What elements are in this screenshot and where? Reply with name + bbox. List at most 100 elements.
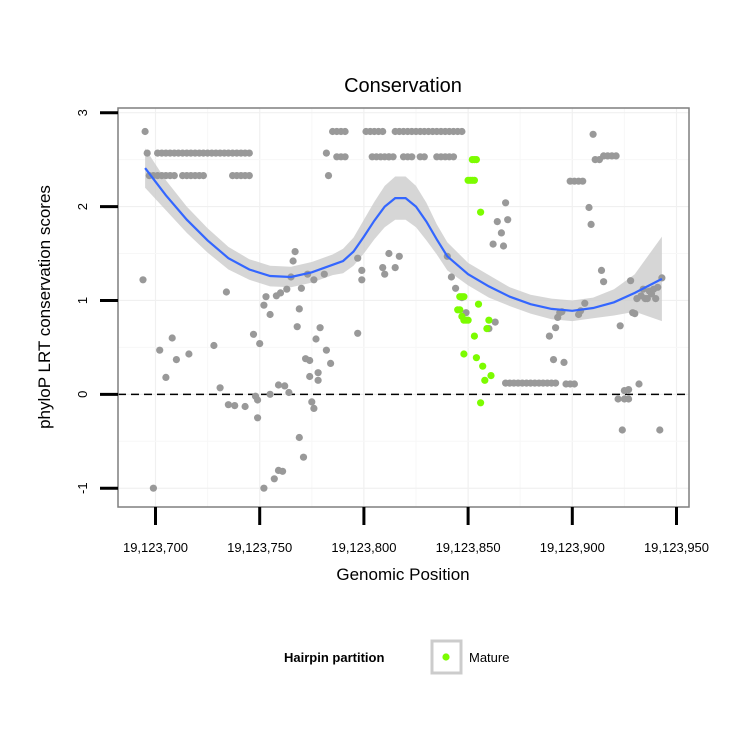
data-point-other — [560, 358, 568, 366]
data-point-other — [452, 284, 460, 292]
y-tick-label: 3 — [75, 109, 90, 116]
data-point-other — [260, 484, 268, 492]
data-point-other — [185, 350, 193, 358]
data-point-other — [385, 153, 393, 161]
data-point-other — [581, 299, 589, 307]
data-point-other — [395, 252, 403, 260]
data-point-other — [216, 384, 224, 392]
data-point-other — [585, 203, 593, 212]
data-point-other — [489, 240, 497, 248]
data-point-other — [385, 249, 393, 258]
data-point-other — [316, 324, 324, 332]
data-point-other — [656, 426, 664, 434]
data-point-other — [420, 153, 428, 161]
data-point-other — [545, 332, 554, 340]
data-point-other — [241, 402, 249, 411]
y-axis-label: phyloP LRT conservation scores — [35, 185, 54, 429]
data-point-other — [552, 379, 560, 387]
data-point-other — [245, 149, 253, 157]
data-point-other — [293, 323, 301, 331]
data-point-mature — [474, 300, 483, 308]
data-point-mature — [456, 306, 464, 314]
data-point-other — [618, 426, 626, 434]
data-point-mature — [483, 325, 491, 333]
data-point-other — [458, 127, 466, 136]
y-tick-label: 1 — [75, 297, 90, 304]
data-point-other — [222, 288, 230, 296]
data-point-other — [162, 373, 170, 381]
data-point-other — [600, 278, 608, 286]
data-point-other — [549, 356, 558, 364]
data-point-other — [139, 276, 147, 284]
data-point-other — [279, 467, 287, 475]
x-tick-label: 19,123,900 — [540, 540, 605, 555]
data-point-other — [314, 369, 322, 377]
legend-title: Hairpin partition — [284, 650, 384, 665]
data-point-other — [612, 152, 620, 160]
data-point-other — [491, 318, 499, 326]
data-point-other — [358, 276, 366, 284]
data-point-other — [408, 153, 416, 161]
x-tick-label: 19,123,850 — [436, 540, 501, 555]
data-point-other — [266, 310, 274, 319]
plot-border — [117, 107, 690, 508]
data-point-other — [379, 264, 387, 272]
data-point-mature — [472, 354, 480, 362]
data-point-other — [199, 172, 207, 180]
data-point-other — [231, 402, 239, 410]
legend-key-box — [430, 639, 463, 675]
data-point-other — [654, 283, 662, 291]
data-point-mature — [460, 293, 468, 301]
data-point-mature — [472, 156, 480, 164]
data-point-other — [283, 285, 291, 293]
data-point-other — [504, 216, 512, 224]
data-point-other — [652, 295, 660, 303]
data-point-other — [291, 248, 299, 256]
data-point-other — [643, 295, 651, 303]
data-point-other — [260, 301, 268, 309]
data-point-other — [299, 453, 308, 461]
data-point-mature — [464, 316, 472, 324]
smooth-curve-layer — [144, 167, 663, 312]
data-point-other — [589, 130, 597, 138]
data-point-other — [614, 395, 622, 403]
data-point-other — [324, 172, 333, 180]
data-point-mature — [485, 316, 493, 324]
data-point-other — [249, 330, 258, 338]
data-point-other — [502, 199, 510, 207]
data-point-other — [276, 289, 285, 297]
data-point-other — [172, 356, 180, 364]
x-axis: 19,123,700 19,123,750 19,123,800 19,123,850… — [123, 507, 709, 555]
data-point-other — [297, 284, 305, 292]
legend-mature-marker-icon — [442, 653, 450, 661]
y-tick-label: -1 — [75, 482, 90, 494]
data-point-other — [449, 153, 458, 161]
data-point-other — [497, 229, 505, 237]
x-tick-label: 19,123,800 — [331, 540, 396, 555]
data-point-other — [310, 404, 318, 412]
data-point-other — [625, 386, 633, 394]
data-point-other — [391, 264, 399, 272]
data-point-mature — [487, 372, 495, 380]
data-point-other — [224, 401, 232, 409]
x-tick-label: 19,123,950 — [644, 540, 709, 555]
data-point-mature — [460, 350, 468, 358]
data-point-other — [322, 149, 330, 157]
data-point-other — [168, 334, 176, 342]
data-point-other — [306, 372, 314, 381]
x-axis-label: Genomic Position — [336, 565, 469, 584]
data-point-other — [254, 396, 262, 404]
data-point-other — [312, 335, 320, 343]
data-point-mature — [481, 376, 489, 384]
data-point-other — [281, 382, 289, 390]
data-point-other — [341, 127, 349, 136]
data-point-other — [262, 293, 270, 301]
data-point-other — [616, 322, 624, 330]
data-point-other — [254, 414, 262, 422]
data-point-other — [327, 359, 335, 367]
data-point-other — [141, 127, 149, 136]
y-tick-label: 2 — [75, 203, 90, 210]
data-point-mature — [470, 332, 478, 340]
data-point-other — [358, 266, 366, 274]
